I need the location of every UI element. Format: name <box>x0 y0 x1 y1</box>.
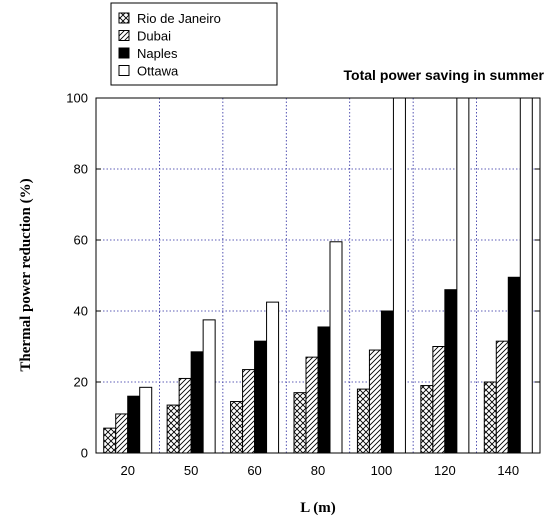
bar-dubai-120 <box>432 346 446 454</box>
bar-dubai-50 <box>178 377 192 454</box>
bar-ottawa-20 <box>139 386 153 454</box>
bar-ottawa-80 <box>329 241 343 454</box>
legend-label-dubai: Dubai <box>137 29 171 44</box>
bar-naples-20 <box>127 395 141 454</box>
bar-dubai-140 <box>495 340 509 454</box>
legend-swatch-dubai <box>118 30 130 41</box>
y-tick-label: 40 <box>74 304 88 319</box>
legend-swatch-ottawa <box>118 65 130 76</box>
y-axis-title: Thermal power reduction (%) <box>18 178 34 371</box>
bar-dubai-60 <box>242 369 256 454</box>
bar-dubai-100 <box>368 349 382 454</box>
bar-ottawa-140 <box>519 97 533 454</box>
bar-rio-de-janeiro-100 <box>356 388 370 454</box>
legend-label-ottawa: Ottawa <box>137 64 179 79</box>
x-tick-label: 50 <box>184 463 198 478</box>
x-tick-label: 60 <box>247 463 261 478</box>
y-tick-label: 60 <box>74 233 88 248</box>
bar-naples-120 <box>444 289 458 454</box>
x-tick-label: 20 <box>120 463 134 478</box>
bar-dubai-80 <box>305 356 319 454</box>
y-tick-label: 0 <box>81 446 88 461</box>
bar-dubai-20 <box>115 413 129 454</box>
bar-naples-50 <box>190 351 204 454</box>
bar-ottawa-120 <box>456 97 470 454</box>
bar-rio-de-janeiro-20 <box>103 427 117 454</box>
y-tick-label: 100 <box>66 91 88 106</box>
legend-box <box>110 2 278 86</box>
x-tick-label: 140 <box>497 463 519 478</box>
y-tick-label: 80 <box>74 162 88 177</box>
bar-ottawa-100 <box>392 97 406 454</box>
bar-naples-60 <box>254 340 268 454</box>
bar-ottawa-50 <box>202 319 216 454</box>
bar-naples-100 <box>380 310 394 454</box>
chart-title: Total power saving in summer <box>344 67 545 83</box>
bar-naples-140 <box>507 276 521 454</box>
bar-rio-de-janeiro-80 <box>293 392 307 454</box>
bar-rio-de-janeiro-60 <box>230 401 244 454</box>
x-axis-title: L (m) <box>300 500 335 516</box>
bar-naples-80 <box>317 326 331 454</box>
bar-rio-de-janeiro-50 <box>166 404 180 454</box>
legend-label-rio-de-janeiro: Rio de Janeiro <box>137 11 221 26</box>
legend-swatch-naples <box>118 47 130 59</box>
x-tick-label: 120 <box>434 463 456 478</box>
x-tick-label: 100 <box>371 463 393 478</box>
x-tick-label: 80 <box>311 463 325 478</box>
bar-rio-de-janeiro-120 <box>420 385 434 454</box>
bar-rio-de-janeiro-140 <box>483 381 497 454</box>
legend: Rio de Janeiro Dubai Naples Ottawa <box>110 2 278 86</box>
bar-ottawa-60 <box>266 301 280 454</box>
legend-label-naples: Naples <box>137 46 178 61</box>
legend-swatch-rio-de-janeiro <box>118 12 130 24</box>
y-tick-label: 20 <box>74 375 88 390</box>
axis-ticks: 0 20 40 60 80 100 20 50 60 80 100 120 140 <box>66 91 540 478</box>
bars <box>103 97 533 454</box>
